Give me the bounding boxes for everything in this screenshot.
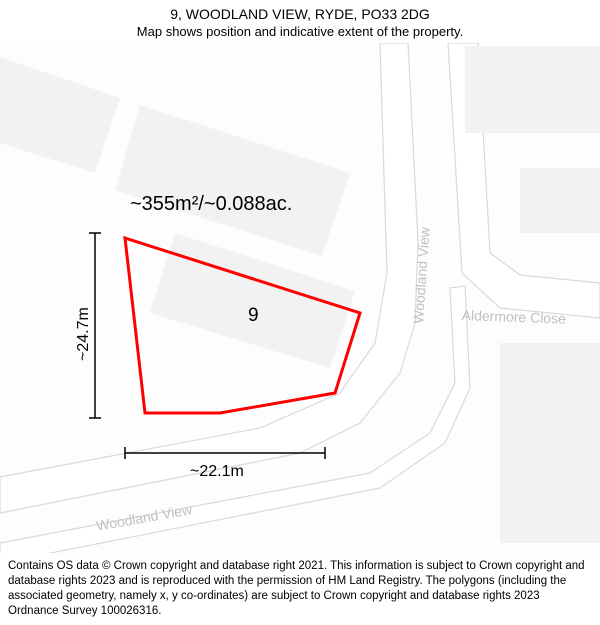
map-figure: 9, WOODLAND VIEW, RYDE, PO33 2DG Map sho… bbox=[0, 0, 600, 625]
building bbox=[520, 168, 600, 233]
copyright-footer: Contains OS data © Crown copyright and d… bbox=[8, 559, 592, 619]
dim-horizontal-label: ~22.1m bbox=[190, 463, 244, 481]
building bbox=[465, 46, 600, 133]
plot-number: 9 bbox=[248, 305, 259, 327]
map-title: 9, WOODLAND VIEW, RYDE, PO33 2DG bbox=[0, 0, 600, 22]
area-label: ~355m²/~0.088ac. bbox=[130, 193, 292, 216]
map-subtitle: Map shows position and indicative extent… bbox=[0, 22, 600, 39]
map-svg bbox=[0, 43, 600, 553]
building bbox=[500, 343, 600, 543]
map-canvas: ~355m²/~0.088ac. 9 ~24.7m ~22.1m Woodlan… bbox=[0, 43, 600, 553]
dim-vertical-label: ~24.7m bbox=[75, 307, 93, 361]
